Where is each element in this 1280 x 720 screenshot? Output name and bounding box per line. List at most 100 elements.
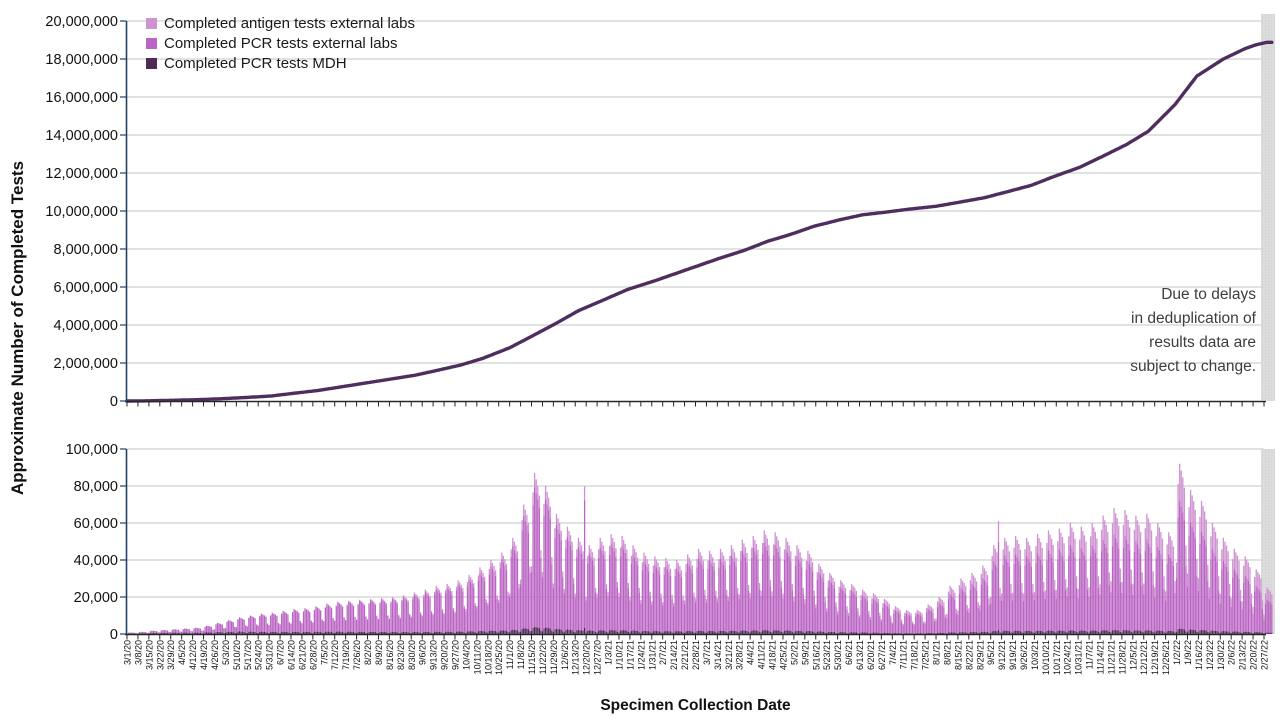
svg-text:5/17/20: 5/17/20 xyxy=(243,640,253,670)
svg-text:8/16/20: 8/16/20 xyxy=(385,640,395,670)
annotation-line: Due to delays xyxy=(1161,286,1256,303)
svg-text:4/25/21: 4/25/21 xyxy=(778,640,788,670)
svg-text:9/13/20: 9/13/20 xyxy=(429,640,439,670)
legend-item: Completed PCR tests external labs xyxy=(146,33,415,53)
svg-text:10/31/21: 10/31/21 xyxy=(1074,640,1084,675)
svg-text:18,000,000: 18,000,000 xyxy=(45,52,118,68)
svg-text:7/19/20: 7/19/20 xyxy=(341,640,351,670)
svg-text:2/21/21: 2/21/21 xyxy=(680,640,690,670)
svg-text:5/30/21: 5/30/21 xyxy=(833,640,843,670)
svg-text:20,000: 20,000 xyxy=(74,590,118,606)
svg-text:8/2/20: 8/2/20 xyxy=(363,640,373,665)
svg-text:12/26/21: 12/26/21 xyxy=(1161,640,1171,675)
axes xyxy=(120,20,1266,640)
cumulative-line xyxy=(125,40,1274,403)
svg-text:11/15/20: 11/15/20 xyxy=(527,640,537,674)
svg-text:1/10/21: 1/10/21 xyxy=(614,640,624,670)
svg-text:20,000,000: 20,000,000 xyxy=(45,14,118,30)
svg-text:8/15/21: 8/15/21 xyxy=(953,640,963,670)
svg-text:9/12/21: 9/12/21 xyxy=(997,640,1007,670)
svg-text:5/16/21: 5/16/21 xyxy=(811,640,821,670)
svg-text:9/20/20: 9/20/20 xyxy=(440,640,450,670)
svg-text:4/18/21: 4/18/21 xyxy=(768,640,778,670)
daily-bars xyxy=(126,463,1273,634)
svg-text:2/14/21: 2/14/21 xyxy=(669,640,679,670)
svg-text:7/5/20: 7/5/20 xyxy=(319,640,329,665)
svg-text:11/28/21: 11/28/21 xyxy=(1117,640,1127,674)
svg-text:8/22/21: 8/22/21 xyxy=(964,640,974,670)
svg-text:3/8/20: 3/8/20 xyxy=(133,640,143,665)
svg-text:2,000,000: 2,000,000 xyxy=(53,356,118,372)
svg-text:12/20/20: 12/20/20 xyxy=(582,640,592,675)
svg-text:6/28/20: 6/28/20 xyxy=(308,640,318,670)
svg-text:3/1/20: 3/1/20 xyxy=(123,640,133,665)
legend-swatch-pcr-mdh xyxy=(146,57,157,69)
top-chart-y-tick-labels: 20,000,000 18,000,000 16,000,000 14,000,000… xyxy=(45,14,118,410)
svg-text:10/18/20: 10/18/20 xyxy=(483,640,493,675)
svg-text:11/14/21: 11/14/21 xyxy=(1096,640,1106,674)
svg-text:8,000,000: 8,000,000 xyxy=(53,242,118,258)
svg-text:2/7/21: 2/7/21 xyxy=(658,640,668,665)
svg-text:4,000,000: 4,000,000 xyxy=(53,318,118,334)
svg-text:3/28/21: 3/28/21 xyxy=(735,640,745,670)
svg-text:1/16/22: 1/16/22 xyxy=(1194,640,1204,670)
svg-text:12/6/20: 12/6/20 xyxy=(560,640,570,670)
svg-text:7/4/21: 7/4/21 xyxy=(888,640,898,665)
svg-text:14,000,000: 14,000,000 xyxy=(45,128,118,144)
svg-text:16,000,000: 16,000,000 xyxy=(45,90,118,106)
svg-text:5/31/20: 5/31/20 xyxy=(265,640,275,670)
data-disclaimer-annotation: Due to delays in deduplication of result… xyxy=(1016,283,1256,379)
svg-text:8/30/20: 8/30/20 xyxy=(407,640,417,670)
annotation-line: subject to change. xyxy=(1130,358,1256,375)
svg-text:4/4/21: 4/4/21 xyxy=(746,640,756,665)
svg-text:12/5/21: 12/5/21 xyxy=(1128,640,1138,670)
svg-text:10/24/21: 10/24/21 xyxy=(1063,640,1073,675)
legend-label: Completed antigen tests external labs xyxy=(164,14,415,32)
svg-text:5/2/21: 5/2/21 xyxy=(789,640,799,665)
svg-text:1/17/21: 1/17/21 xyxy=(625,640,635,670)
svg-text:8/23/20: 8/23/20 xyxy=(396,640,406,670)
svg-text:3/15/20: 3/15/20 xyxy=(144,640,154,670)
svg-text:7/12/20: 7/12/20 xyxy=(330,640,340,670)
svg-text:1/3/21: 1/3/21 xyxy=(604,640,614,665)
bottom-chart-y-tick-labels: 100,000 80,000 60,000 40,000 20,000 0 xyxy=(66,442,118,643)
svg-text:6/20/21: 6/20/21 xyxy=(866,640,876,670)
svg-text:100,000: 100,000 xyxy=(66,442,118,458)
svg-text:10/17/21: 10/17/21 xyxy=(1052,640,1062,675)
svg-text:2/28/21: 2/28/21 xyxy=(691,640,701,670)
provisional-data-band xyxy=(1261,14,1275,634)
svg-text:1/31/21: 1/31/21 xyxy=(647,640,657,670)
svg-text:8/29/21: 8/29/21 xyxy=(975,640,985,670)
svg-text:9/26/21: 9/26/21 xyxy=(1019,640,1029,670)
svg-text:3/14/21: 3/14/21 xyxy=(713,640,723,670)
svg-text:10/10/21: 10/10/21 xyxy=(1041,640,1051,675)
svg-text:6/6/21: 6/6/21 xyxy=(844,640,854,665)
svg-text:3/22/20: 3/22/20 xyxy=(155,640,165,670)
svg-text:10,000,000: 10,000,000 xyxy=(45,204,118,220)
legend-swatch-antigen xyxy=(146,17,157,29)
svg-text:6/14/20: 6/14/20 xyxy=(286,640,296,670)
svg-text:3/29/20: 3/29/20 xyxy=(166,640,176,670)
svg-text:12/13/20: 12/13/20 xyxy=(571,640,581,675)
svg-text:10/25/20: 10/25/20 xyxy=(494,640,504,675)
svg-text:1/30/22: 1/30/22 xyxy=(1216,640,1226,670)
svg-text:10/3/21: 10/3/21 xyxy=(1030,640,1040,670)
svg-text:2/27/22: 2/27/22 xyxy=(1260,640,1270,670)
svg-text:6/21/20: 6/21/20 xyxy=(297,640,307,670)
svg-text:5/24/20: 5/24/20 xyxy=(254,640,264,670)
x-axis-title: Specimen Collection Date xyxy=(600,697,791,714)
svg-text:40,000: 40,000 xyxy=(74,553,118,569)
svg-text:4/11/21: 4/11/21 xyxy=(757,640,767,669)
svg-text:60,000: 60,000 xyxy=(74,516,118,532)
annotation-line: results data are xyxy=(1149,334,1256,351)
svg-text:11/8/20: 11/8/20 xyxy=(516,640,526,669)
svg-text:3/21/21: 3/21/21 xyxy=(724,640,734,670)
svg-text:4/19/20: 4/19/20 xyxy=(199,640,209,670)
svg-text:2/20/22: 2/20/22 xyxy=(1249,640,1259,670)
svg-text:6,000,000: 6,000,000 xyxy=(53,280,118,296)
svg-text:4/12/20: 4/12/20 xyxy=(188,640,198,670)
x-tick-labels: 3/1/20 3/8/20 3/15/20 3/22/20 3/29/20 4/5/20 4… xyxy=(123,640,1270,675)
y-axis-title: Approximate Number of Completed Tests xyxy=(8,160,27,496)
svg-text:2/13/22: 2/13/22 xyxy=(1238,640,1248,670)
